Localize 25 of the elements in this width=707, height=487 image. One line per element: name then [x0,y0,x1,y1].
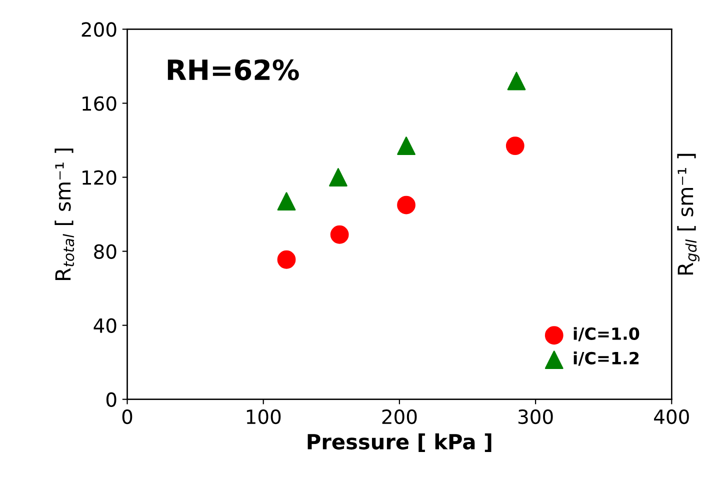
x-tick-label: 200 [382,409,417,424]
x-axis-title: Pressure [ kPa ] [308,433,492,452]
y2-axis-title: R$_{gdl}$ [ sm⁻¹ ] [677,154,700,275]
y-tick-label: 80 [94,244,116,259]
point [330,225,349,244]
point [506,136,524,156]
point [277,250,296,269]
legend-label: i/C=1.2 [574,352,639,366]
y-tick-label: 200 [82,22,116,37]
point [329,168,348,186]
x-tick-label: 300 [518,409,553,424]
point [277,192,296,211]
y-tick-label: 40 [94,318,116,333]
legend-label: i/C=1.0 [574,327,640,342]
y-axis-title: R$_{total}$ [ sm⁻¹ ] [54,148,74,280]
point [397,196,416,214]
point [507,72,526,90]
y-tick-label: 120 [82,170,116,185]
y-tick-label: 160 [82,96,116,111]
x-tick-label: 0 [122,409,132,424]
y-tick-label: 0 [106,392,116,408]
x-tick-label: 100 [246,409,281,424]
point [397,136,416,156]
annotation: RH=62% [168,59,299,80]
x-tick-label: 400 [654,409,689,424]
